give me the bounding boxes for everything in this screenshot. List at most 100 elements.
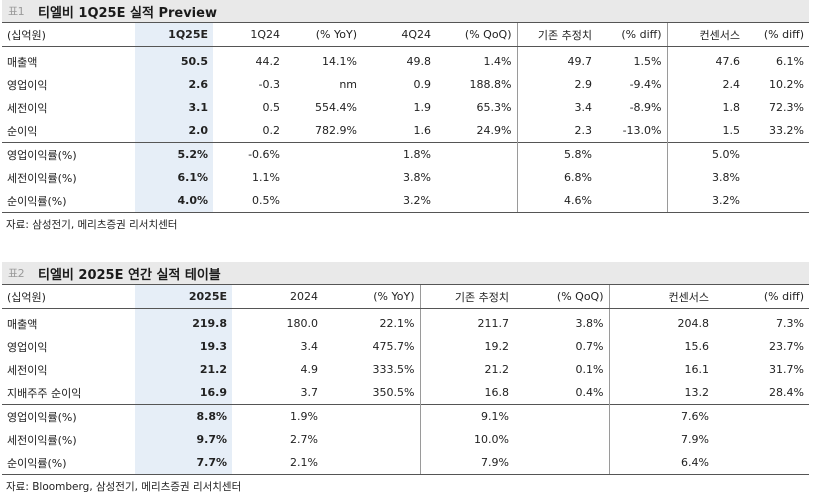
- table-cell: 16.1: [608, 358, 714, 381]
- table-cell: -0.6%: [213, 142, 285, 166]
- table-cell: 1.1%: [252, 171, 280, 184]
- table-cell: 5.2%: [135, 142, 213, 166]
- table-row: 영업이익 2.6 -0.3 nm 0.9 188.8% 2.9 -9.4% 2.…: [2, 73, 809, 96]
- table-cell: 1.8%: [362, 142, 436, 166]
- table-cell: 14.1%: [322, 55, 357, 68]
- table-cell: 31.7%: [769, 363, 804, 376]
- table-cell: 2.0: [135, 119, 213, 143]
- table-cell: 1.6: [413, 124, 432, 137]
- table-cell: 3.2%: [666, 189, 745, 213]
- table2-header-cell: 기존 추정치: [419, 284, 514, 309]
- table1-header-cell: 4Q24: [362, 22, 436, 47]
- table-cell: [745, 142, 809, 166]
- table2-title: 티엘비 2025E 연간 실적 테이블: [38, 267, 221, 283]
- table2-number: 표2: [8, 267, 25, 280]
- table2-title-bar: 표2 티엘비 2025E 연간 실적 테이블: [2, 262, 809, 284]
- table-cell: 24.9%: [476, 124, 512, 137]
- table-cell: 9.7%: [135, 428, 232, 451]
- row-label: 순이익률(%): [2, 189, 135, 213]
- row-label: 세전이익: [7, 363, 48, 377]
- table2-header-cell: 2025E: [135, 284, 232, 309]
- table-cell: 10.0%: [419, 428, 514, 451]
- table-cell: 5.0%: [666, 142, 745, 166]
- table-cell: [323, 428, 420, 451]
- row-label: 매출액: [7, 317, 38, 331]
- row-label: 지배주주 순이익: [7, 386, 82, 400]
- table-cell: -9.4%: [629, 78, 662, 91]
- table-cell: 475.7%: [372, 340, 415, 353]
- table-cell: 0.1%: [575, 363, 604, 376]
- table-cell: 219.8: [135, 308, 232, 335]
- table-cell: [714, 428, 809, 451]
- table2-header-cell: (% QoQ): [514, 284, 609, 309]
- table-cell: [285, 189, 362, 213]
- table-row: 영업이익률(%) 5.2% -0.6% 1.8% 5.8% 5.0%: [2, 142, 809, 166]
- table-cell: 0.2: [262, 124, 281, 137]
- table-cell: -8.9%: [629, 101, 662, 114]
- table2-header-cell: 2024: [232, 284, 323, 309]
- table1-header-cell: 기존 추정치: [516, 22, 597, 47]
- table2-header-row: (십억원) 2025E 2024 (% YoY) 기존 추정치 (% QoQ) …: [2, 284, 809, 309]
- table-cell: 2.6: [135, 73, 213, 96]
- table-row: 세전이익률(%) 6.1% 1.1% 3.8% 6.8% 3.8%: [2, 166, 809, 189]
- table-cell: 22.1%: [379, 317, 415, 330]
- table-cell: [714, 404, 809, 428]
- table-cell: 188.8%: [469, 78, 512, 91]
- table-cell: 6.1%: [135, 166, 213, 189]
- table-cell: 2.4: [666, 73, 745, 96]
- table-cell: -13.0%: [622, 124, 662, 137]
- row-label: 순이익: [7, 124, 38, 138]
- table-cell: 204.8: [608, 308, 714, 335]
- table-cell: 33.2%: [769, 124, 804, 137]
- table-cell: 49.7: [516, 46, 597, 73]
- table-cell: 3.4: [516, 96, 597, 119]
- table-cell: 15.6: [608, 335, 714, 358]
- table-cell: -0.3: [258, 78, 280, 91]
- table-cell: [514, 404, 609, 428]
- table-cell: 3.8%: [666, 166, 745, 189]
- table1: (십억원) 1Q25E 1Q24 (% YoY) 4Q24 (% QoQ) 기존…: [2, 22, 809, 213]
- table-cell: 6.8%: [516, 166, 597, 189]
- row-label: 영업이익: [7, 340, 48, 354]
- table2: (십억원) 2025E 2024 (% YoY) 기존 추정치 (% QoQ) …: [2, 284, 809, 475]
- table-cell: 0.4%: [575, 386, 604, 399]
- table-cell: 19.2: [419, 335, 514, 358]
- table-cell: 2.9: [516, 73, 597, 96]
- table-row: 순이익률(%) 4.0% 0.5% 3.2% 4.6% 3.2%: [2, 189, 809, 213]
- table-cell: [514, 451, 609, 475]
- table-cell: 4.9: [300, 363, 319, 376]
- table-row: 세전이익 3.1 0.5 554.4% 1.9 65.3% 3.4 -8.9% …: [2, 96, 809, 119]
- table-cell: 9.1%: [419, 404, 514, 428]
- table1-number: 표1: [8, 5, 25, 18]
- table-cell: 3.8%: [403, 171, 431, 184]
- row-label: 영업이익률(%): [2, 404, 135, 428]
- table-cell: 3.7: [300, 386, 319, 399]
- table-cell: 2.1%: [232, 451, 323, 475]
- table-cell: 6.4%: [608, 451, 714, 475]
- table-cell: [745, 189, 809, 213]
- table-cell: 7.7%: [135, 451, 232, 475]
- table1-header-cell: (% diff): [597, 22, 667, 47]
- table1-header-cell: 1Q24: [213, 22, 285, 47]
- table-cell: 350.5%: [372, 386, 415, 399]
- table-cell: 3.1: [135, 96, 213, 119]
- row-label: 매출액: [7, 55, 38, 69]
- table1-section: 표1 티엘비 1Q25E 실적 Preview (십억원) 1Q25E 1Q24…: [2, 0, 809, 235]
- table-cell: [745, 166, 809, 189]
- table-cell: 0.5%: [213, 189, 285, 213]
- table1-header-cell: (십억원): [2, 22, 135, 47]
- row-label: 영업이익률(%): [2, 142, 135, 166]
- table-cell: 5.8%: [516, 142, 597, 166]
- table-cell: 4.6%: [516, 189, 597, 213]
- table-cell: 21.2: [135, 358, 232, 381]
- table-cell: 1.8: [666, 96, 745, 119]
- table-cell: 782.9%: [315, 124, 357, 137]
- table2-header-cell: 컨센서스: [608, 284, 714, 309]
- table-row: 세전이익 21.2 4.9 333.5% 21.2 0.1% 16.1 31.7…: [2, 358, 809, 381]
- table-row: 순이익률(%) 7.7% 2.1% 7.9% 6.4%: [2, 451, 809, 475]
- table-cell: nm: [339, 78, 357, 91]
- table-cell: 47.6: [666, 46, 745, 73]
- table1-header-cell: (% QoQ): [436, 22, 517, 47]
- table-cell: 333.5%: [372, 363, 415, 376]
- table2-header-cell: (% YoY): [323, 284, 420, 309]
